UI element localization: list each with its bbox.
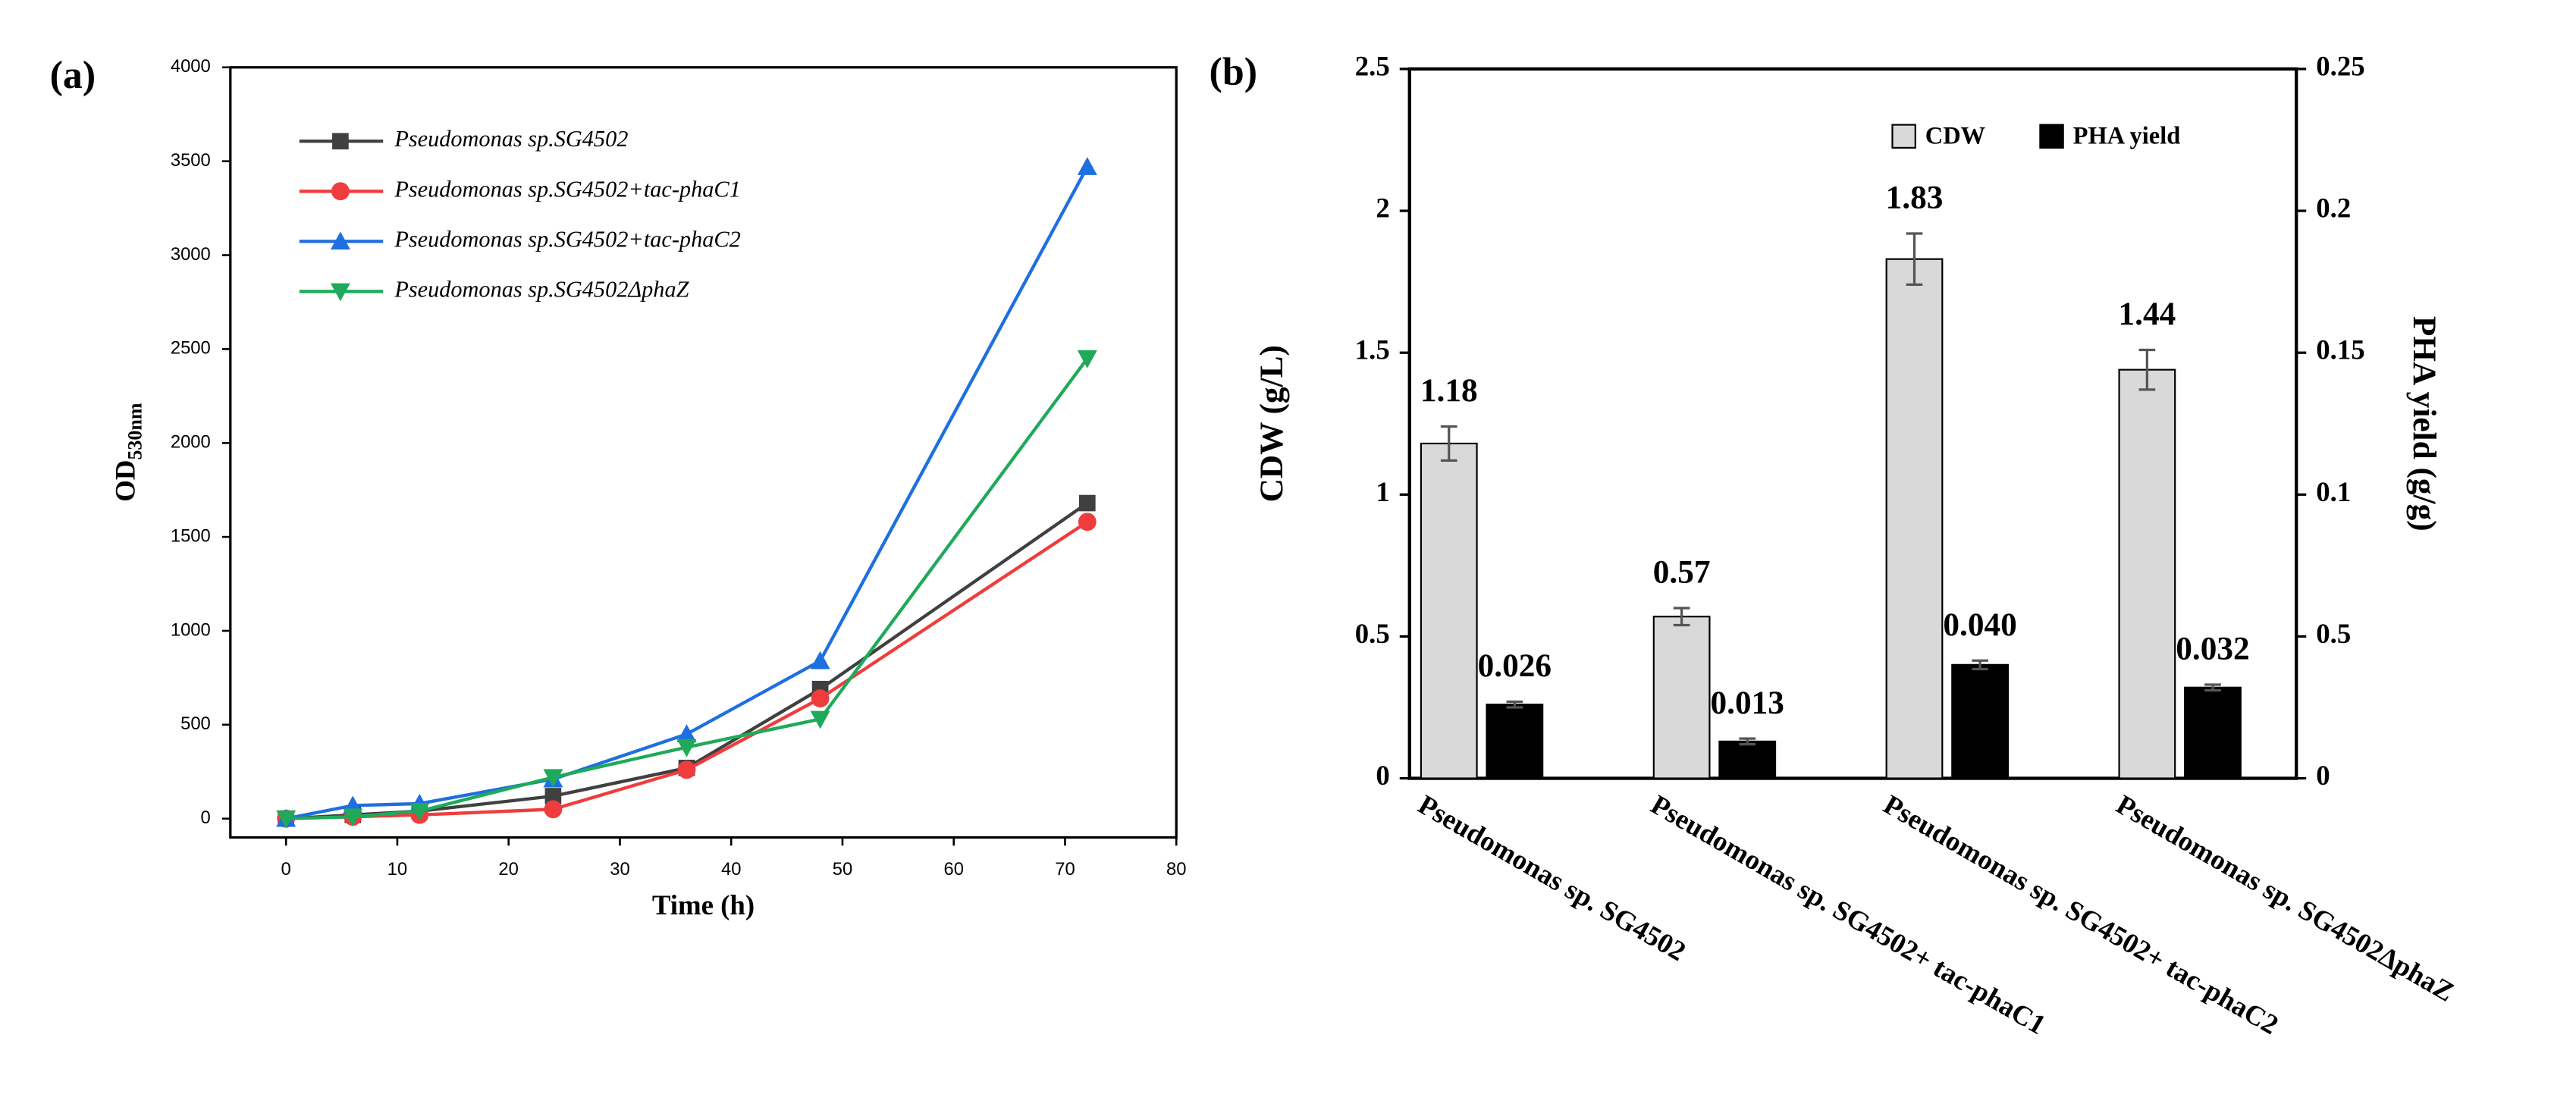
value-label: 1.83 bbox=[1886, 180, 1944, 216]
marker bbox=[1077, 157, 1097, 175]
y2-tick-label: 0.1 bbox=[2316, 476, 2351, 507]
y-tick-label: 1000 bbox=[171, 619, 211, 640]
marker bbox=[544, 788, 562, 804]
x-tick-label: Pseudomonas sp. SG4502+ tac-phaC1 bbox=[1646, 789, 2050, 1040]
marker bbox=[330, 231, 350, 250]
bar bbox=[1486, 704, 1544, 779]
marker bbox=[676, 738, 697, 757]
error-bar bbox=[1506, 700, 1523, 709]
legend-label: Pseudomonas sp.SG4502+tac-phaC1 bbox=[394, 176, 740, 202]
marker bbox=[343, 808, 363, 827]
marker bbox=[677, 760, 696, 779]
y2-axis-label: PHA yield (g/g) bbox=[2406, 316, 2443, 531]
error-bar bbox=[1739, 737, 1756, 746]
y-tick-label: 4000 bbox=[171, 56, 211, 77]
value-label: 0.026 bbox=[1478, 648, 1552, 684]
x-tick-label: 70 bbox=[1055, 859, 1075, 880]
y-axis-label-main: OD bbox=[110, 460, 141, 502]
marker bbox=[676, 724, 697, 743]
bar bbox=[1652, 616, 1711, 779]
marker bbox=[409, 802, 430, 821]
panel-label: (a) bbox=[50, 54, 96, 97]
value-label: 0.013 bbox=[1711, 685, 1784, 721]
legend-label: Pseudomonas sp.SG4502+tac-phaC2 bbox=[394, 226, 740, 252]
error-bar bbox=[2204, 683, 2221, 692]
legend-swatch bbox=[2039, 124, 2064, 149]
y2-tick-label: 0.25 bbox=[2316, 50, 2364, 81]
y2-tick-label: 0.5 bbox=[2316, 618, 2351, 649]
bar bbox=[1885, 258, 1944, 779]
x-tick-label: 10 bbox=[387, 859, 407, 880]
legend-label: CDW bbox=[1925, 122, 1985, 149]
value-label: 0.032 bbox=[2176, 631, 2249, 667]
y2-tick-label: 0 bbox=[2316, 760, 2330, 791]
y-tick-label: 1.5 bbox=[1355, 334, 1390, 365]
y2-tick-label: 0.2 bbox=[2316, 193, 2351, 224]
y-tick-label: 2.5 bbox=[1355, 50, 1390, 81]
marker bbox=[543, 769, 563, 788]
y-tick-label: 0.5 bbox=[1355, 618, 1390, 649]
marker bbox=[811, 689, 830, 708]
error-bar bbox=[1906, 232, 1923, 286]
bar bbox=[1718, 740, 1777, 779]
legend-swatch bbox=[1891, 124, 1916, 149]
y-tick-label: 1 bbox=[1376, 476, 1389, 507]
bar bbox=[1951, 663, 2010, 779]
marker bbox=[276, 810, 297, 829]
error-bar bbox=[1440, 425, 1457, 462]
value-label: 1.44 bbox=[2118, 296, 2176, 332]
y-axis-label: OD530nm bbox=[110, 403, 146, 502]
y2-tick-label: 0.15 bbox=[2316, 334, 2364, 365]
x-tick-label: Pseudomonas sp. SG4502+ tac-phaC2 bbox=[1878, 789, 2283, 1040]
bar bbox=[2184, 686, 2242, 779]
marker bbox=[1078, 513, 1097, 531]
y-tick-label: 2000 bbox=[171, 432, 211, 453]
y-tick-label: 500 bbox=[180, 713, 211, 734]
value-label: 0.040 bbox=[1943, 607, 2016, 643]
marker bbox=[810, 710, 830, 729]
legend-label: Pseudomonas sp.SG4502 bbox=[394, 126, 628, 152]
x-tick-label: 0 bbox=[281, 859, 291, 880]
y-tick-label: 3000 bbox=[171, 244, 211, 265]
bar bbox=[1420, 442, 1478, 779]
x-axis-label: Time (h) bbox=[652, 889, 755, 920]
x-tick-label: 60 bbox=[943, 859, 964, 880]
error-bar bbox=[1972, 659, 1988, 671]
y-tick-label: 1500 bbox=[171, 525, 211, 546]
legend-label: PHA yield bbox=[2073, 122, 2181, 149]
x-tick-label: 30 bbox=[610, 859, 630, 880]
error-bar bbox=[2138, 348, 2156, 391]
value-label: 0.57 bbox=[1653, 554, 1711, 591]
y-tick-label: 0 bbox=[1376, 760, 1389, 791]
error-bar bbox=[1673, 607, 1690, 627]
y-axis-label: CDW (g/L) bbox=[1253, 345, 1290, 502]
y-tick-label: 0 bbox=[201, 807, 211, 828]
value-label: 1.18 bbox=[1420, 372, 1478, 409]
x-tick-label: 80 bbox=[1166, 859, 1187, 880]
bar bbox=[2118, 368, 2176, 779]
marker bbox=[330, 283, 350, 302]
series-line bbox=[285, 166, 1089, 820]
marker bbox=[544, 800, 563, 819]
x-tick-label: 50 bbox=[833, 859, 853, 880]
marker bbox=[331, 182, 350, 201]
x-tick-label: 20 bbox=[498, 859, 519, 880]
legend-label: Pseudomonas sp.SG4502ΔphaZ bbox=[394, 276, 689, 302]
marker bbox=[810, 651, 830, 669]
y-tick-label: 2 bbox=[1376, 193, 1389, 224]
panel-label: (b) bbox=[1210, 51, 1258, 94]
marker bbox=[332, 133, 349, 150]
plot-frame bbox=[1407, 67, 2298, 780]
marker bbox=[1077, 350, 1097, 368]
plot-frame bbox=[229, 66, 1178, 839]
y-tick-label: 3500 bbox=[171, 150, 211, 171]
y-tick-label: 2500 bbox=[171, 338, 211, 359]
x-tick-label: 40 bbox=[721, 859, 742, 880]
y-axis-label-sub: 530nm bbox=[124, 403, 146, 459]
marker bbox=[1078, 494, 1096, 512]
